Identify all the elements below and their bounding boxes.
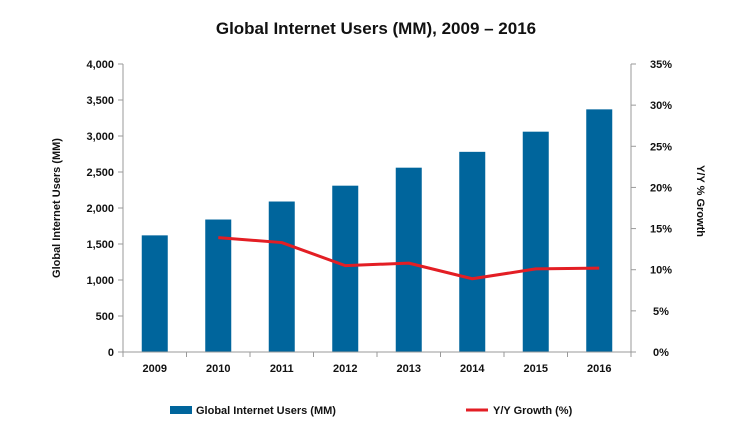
legend-line-label: Y/Y Growth (%)	[493, 405, 573, 417]
growth-line	[218, 236, 600, 281]
right-tick-label: 20%	[650, 182, 672, 194]
right-tick-labels: 0% 5% 10% 15% 20% 25% 30% 35%	[631, 59, 672, 359]
left-tick-label: 500	[96, 311, 114, 323]
left-tick-label: 3,500	[86, 95, 114, 107]
right-tick-label: 30%	[650, 100, 672, 112]
x-tick-label: 2015	[524, 363, 548, 375]
legend-bar-swatch	[170, 406, 192, 414]
bar-2015	[522, 131, 549, 352]
right-axis-label: Y/Y % Growth	[694, 165, 706, 237]
right-tick-label: 15%	[650, 224, 672, 236]
x-tick-label: 2014	[460, 363, 485, 375]
x-tick-label: 2016	[587, 363, 611, 375]
right-tick-label: 0%	[653, 347, 669, 359]
bar-2012	[332, 185, 359, 352]
bar-2009	[141, 235, 168, 352]
bar-2014	[459, 151, 486, 352]
right-tick-label: 10%	[650, 265, 672, 277]
x-tick-label: 2010	[206, 363, 230, 375]
right-tick-label: 35%	[650, 59, 672, 71]
x-tick-labels: 2009 2010 2011 2012 2013 2014 2015 2016	[122, 352, 632, 375]
right-tick-label: 5%	[653, 306, 669, 318]
bar-2010	[205, 219, 232, 352]
x-tick-label: 2012	[333, 363, 357, 375]
left-tick-labels: 0 500 1,000 1,500 2,000 2,500 3,000 3,500 4,000	[86, 59, 123, 359]
left-tick-label: 1,000	[86, 275, 114, 287]
left-tick-label: 2,000	[86, 203, 114, 215]
x-tick-label: 2009	[143, 363, 167, 375]
left-tick-label: 2,500	[86, 167, 114, 179]
x-tick-label: 2013	[397, 363, 421, 375]
left-tick-label: 0	[108, 347, 114, 359]
chart-title: Global Internet Users (MM), 2009 – 2016	[216, 19, 536, 38]
bar-2011	[268, 201, 295, 352]
growth-line-layer	[218, 236, 600, 281]
left-tick-label: 4,000	[86, 59, 114, 71]
x-tick-label: 2011	[270, 363, 294, 375]
left-tick-label: 1,500	[86, 239, 114, 251]
legend: Global Internet Users (MM) Y/Y Growth (%…	[170, 405, 573, 417]
left-tick-label: 3,000	[86, 131, 114, 143]
left-axis-label: Global Internet Users (MM)	[51, 138, 63, 278]
legend-bar-label: Global Internet Users (MM)	[196, 405, 336, 417]
bar-2016	[586, 109, 613, 352]
bar-2013	[395, 167, 422, 352]
bars-layer	[141, 109, 613, 352]
right-tick-label: 25%	[650, 141, 672, 153]
